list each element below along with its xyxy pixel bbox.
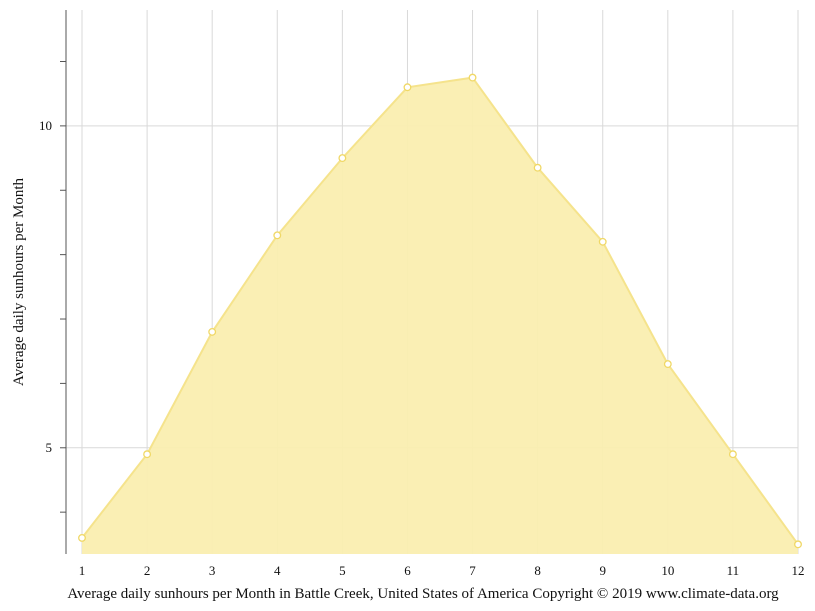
data-point	[533, 163, 542, 172]
y-tick-label: 5	[46, 440, 53, 455]
x-tick-label: 6	[404, 563, 411, 578]
x-tick-label: 5	[339, 563, 346, 578]
x-tick-label: 4	[274, 563, 281, 578]
data-point	[143, 450, 152, 459]
x-tick-label: 8	[534, 563, 541, 578]
y-tick-labels: 5 10	[39, 118, 52, 455]
data-points	[78, 73, 802, 549]
x-tick-label: 10	[661, 563, 674, 578]
x-tick-label: 12	[792, 563, 805, 578]
axes	[60, 10, 67, 554]
data-point	[78, 533, 86, 542]
data-point	[598, 237, 607, 246]
x-tick-label: 7	[469, 563, 476, 578]
x-tick-label: 1	[79, 563, 86, 578]
data-point	[208, 327, 217, 336]
data-point	[468, 73, 477, 82]
x-tick-label: 2	[144, 563, 151, 578]
data-point	[338, 154, 347, 163]
x-tick-labels: 1 2 3 4 5 6 7 8 9 10 11 12	[79, 563, 805, 578]
data-point	[273, 231, 282, 240]
series-line	[81, 76, 799, 545]
y-axis-title: Average daily sunhours per Month	[11, 178, 27, 387]
data-point	[794, 540, 802, 549]
y-tick-label: 10	[39, 118, 52, 133]
data-point	[663, 360, 672, 369]
series-area	[82, 77, 798, 554]
x-tick-label: 11	[727, 563, 740, 578]
x-tick-label: 3	[209, 563, 216, 578]
chart-caption: Average daily sunhours per Month in Batt…	[67, 586, 779, 602]
data-point	[728, 450, 737, 459]
data-point	[403, 83, 412, 92]
x-tick-label: 9	[599, 563, 606, 578]
